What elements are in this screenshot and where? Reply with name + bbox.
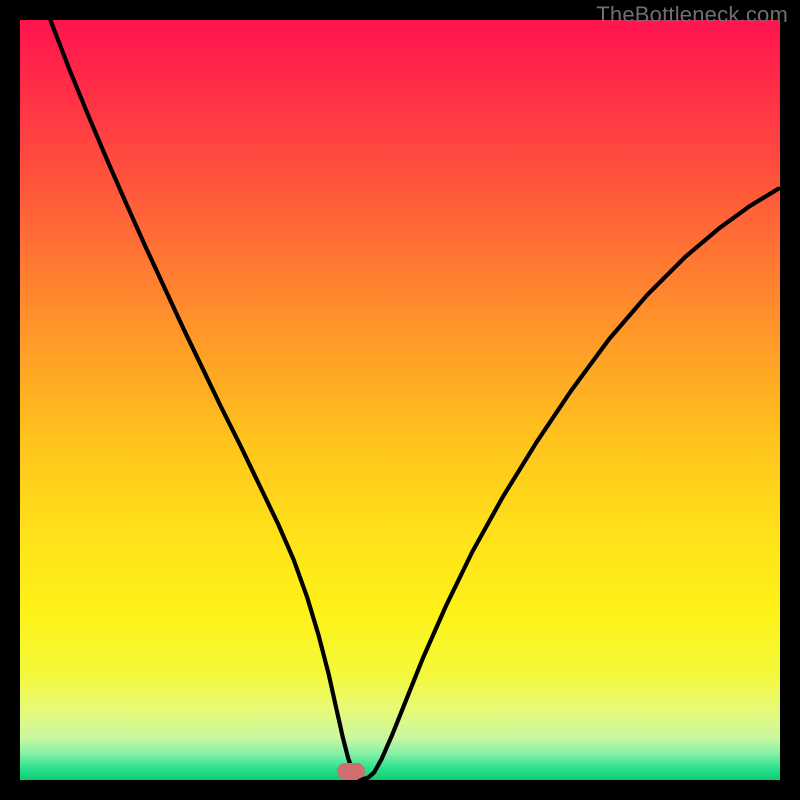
minimum-marker [337, 763, 365, 779]
watermark-text: TheBottleneck.com [596, 2, 788, 28]
plot-area [20, 20, 780, 780]
plot-background [20, 20, 780, 780]
chart-stage: TheBottleneck.com [0, 0, 800, 800]
plot-svg [20, 20, 780, 780]
